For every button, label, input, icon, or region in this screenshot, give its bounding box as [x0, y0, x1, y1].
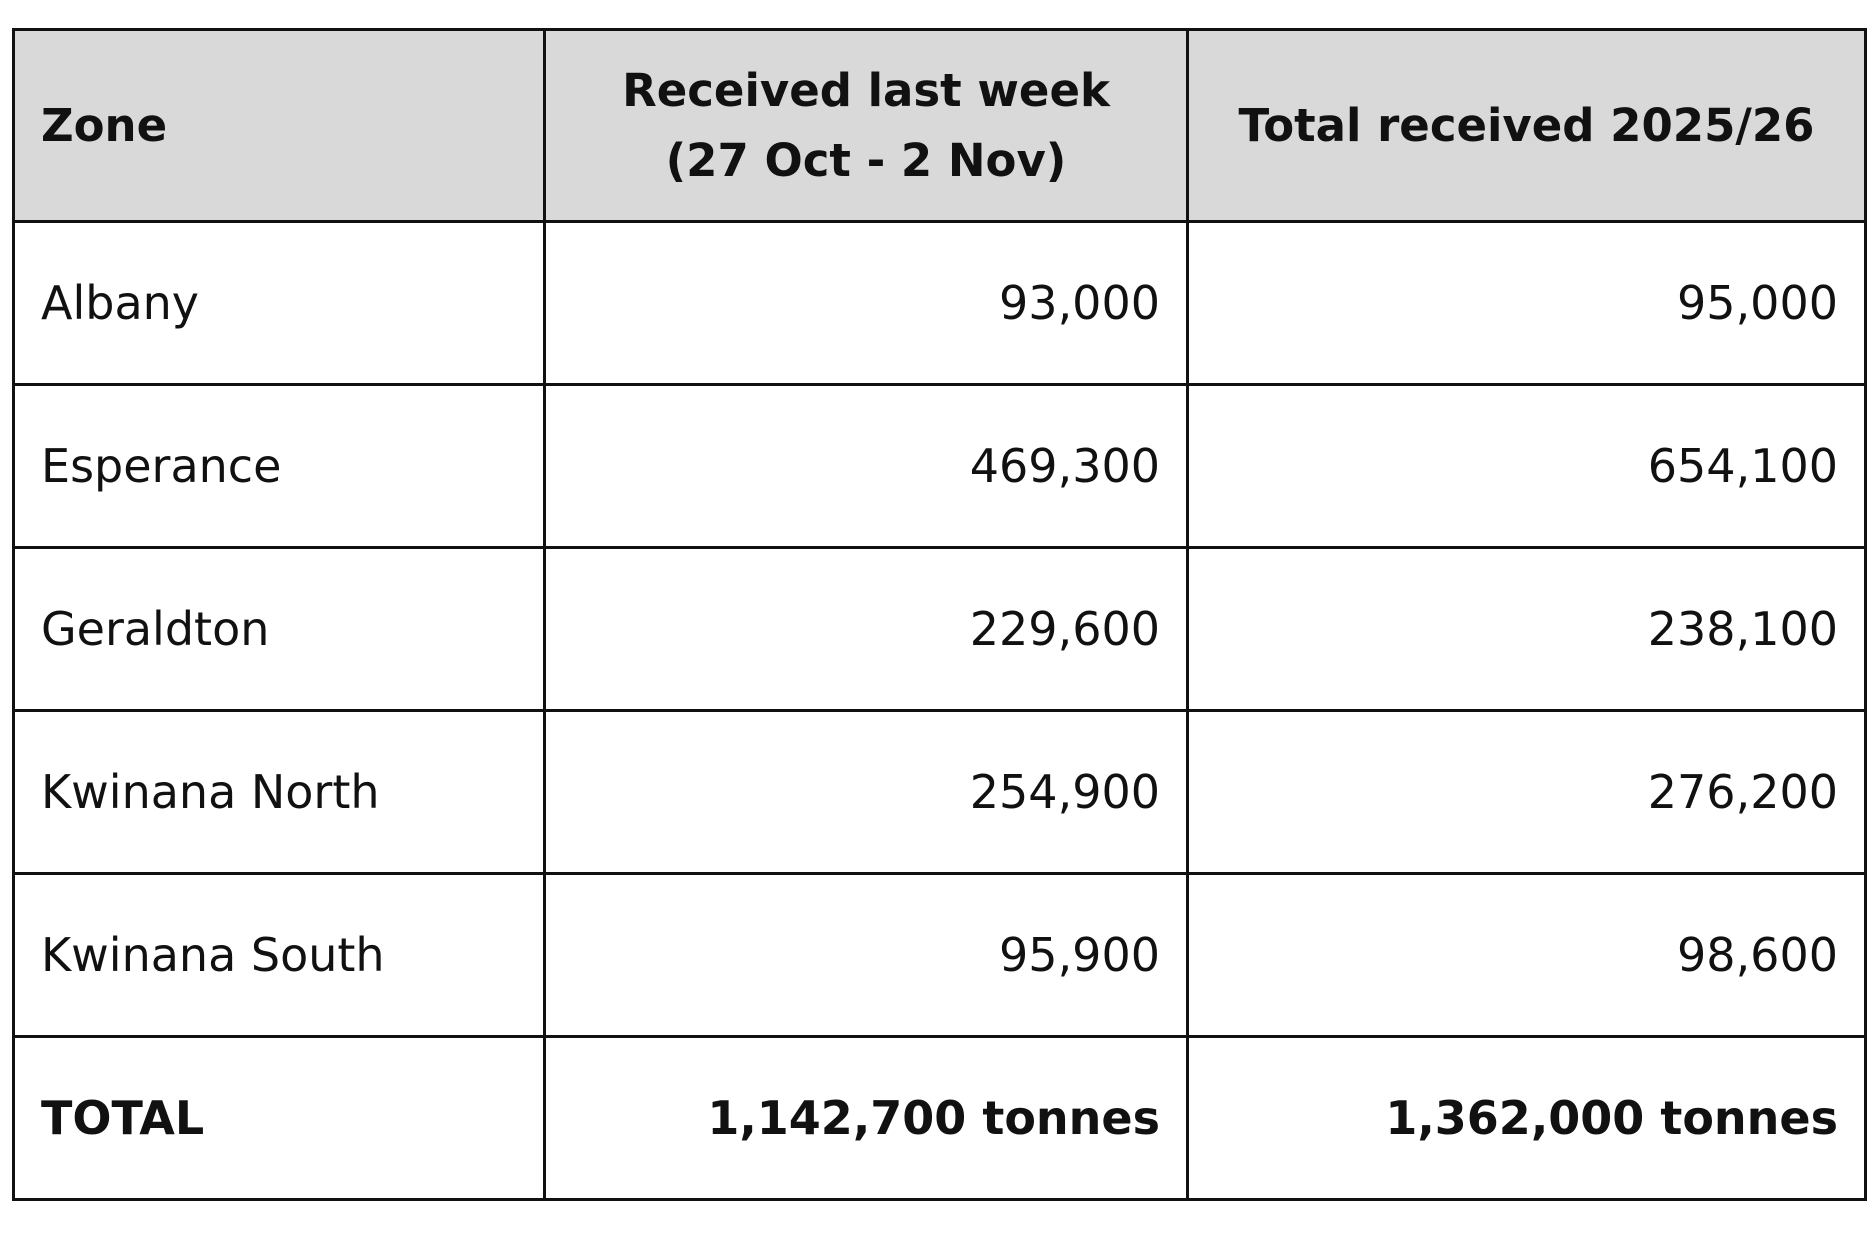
zone-cell: Geraldton: [12, 546, 546, 712]
receivals-table: Zone Received last week (27 Oct - 2 Nov) T…: [12, 28, 1867, 1201]
total-row: TOTAL 1,142,700 tonnes 1,362,000 tonnes: [12, 1035, 1867, 1201]
header-cell: Total received 2025/26: [1186, 28, 1867, 223]
value-cell: 95,000: [1186, 220, 1867, 386]
header-cell: Zone: [12, 28, 546, 223]
zone-cell: Kwinana North: [12, 709, 546, 875]
zone-cell: Kwinana South: [12, 872, 546, 1038]
value-cell: 229,600: [543, 546, 1189, 712]
value-cell: 469,300: [543, 383, 1189, 549]
value-cell: 654,100: [1186, 383, 1867, 549]
table-row: Kwinana North 254,900 276,200: [12, 709, 1867, 875]
table-header: Zone Received last week (27 Oct - 2 Nov) T…: [12, 28, 1867, 223]
total-label-cell: TOTAL: [12, 1035, 546, 1201]
table-row: Esperance 469,300 654,100: [12, 383, 1867, 549]
table-row: Kwinana South 95,900 98,600: [12, 872, 1867, 1038]
value-cell: 95,900: [543, 872, 1189, 1038]
table-row: Geraldton 229,600 238,100: [12, 546, 1867, 712]
header-row: Zone Received last week (27 Oct - 2 Nov) T…: [12, 28, 1867, 223]
zone-cell: Albany: [12, 220, 546, 386]
total-value-cell: 1,142,700 tonnes: [543, 1035, 1189, 1201]
value-cell: 238,100: [1186, 546, 1867, 712]
total-value-cell: 1,362,000 tonnes: [1186, 1035, 1867, 1201]
header-cell: Received last week (27 Oct - 2 Nov): [543, 28, 1189, 223]
value-cell: 98,600: [1186, 872, 1867, 1038]
value-cell: 254,900: [543, 709, 1189, 875]
value-cell: 93,000: [543, 220, 1189, 386]
table-body: Albany 93,000 95,000 Esperance 469,300 654,10…: [12, 220, 1867, 1201]
zone-cell: Esperance: [12, 383, 546, 549]
table-row: Albany 93,000 95,000: [12, 220, 1867, 386]
value-cell: 276,200: [1186, 709, 1867, 875]
